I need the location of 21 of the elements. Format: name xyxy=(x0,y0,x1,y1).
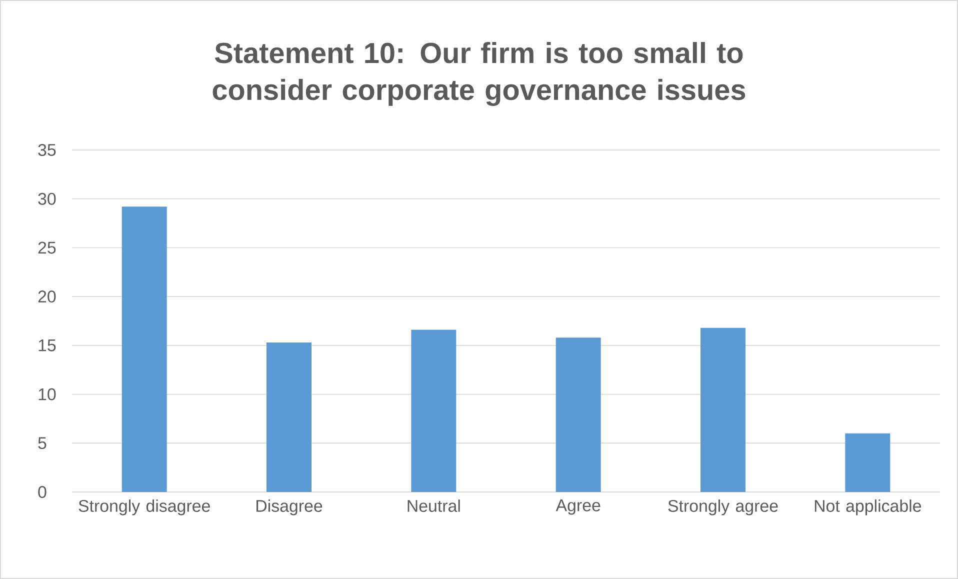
bar xyxy=(266,342,312,492)
y-tick-label: 25 xyxy=(38,242,56,254)
bar xyxy=(122,206,167,492)
x-tick-label: Not applicable xyxy=(814,500,922,516)
x-tick-label: Strongly agree xyxy=(668,500,778,516)
bar xyxy=(556,338,601,492)
x-tick-label: Strongly disagree xyxy=(78,500,210,516)
y-tick-label: 15 xyxy=(38,340,56,352)
bar xyxy=(700,328,746,492)
chart-title: Statement 10: Our firm is too small to consider corporate governance issues xyxy=(212,42,746,106)
y-tick-label: 20 xyxy=(38,290,56,303)
bar xyxy=(845,433,890,492)
y-tick-label: 10 xyxy=(38,388,56,400)
x-tick-label: Disagree xyxy=(256,500,322,516)
x-tick-label: Agree xyxy=(556,500,600,515)
bar xyxy=(411,330,456,492)
y-tick-label: 0 xyxy=(38,486,46,498)
y-tick-label: 35 xyxy=(38,144,56,156)
x-tick-label: Neutral xyxy=(408,500,460,512)
y-tick-label: 30 xyxy=(38,192,56,205)
y-tick-label: 5 xyxy=(38,437,46,450)
